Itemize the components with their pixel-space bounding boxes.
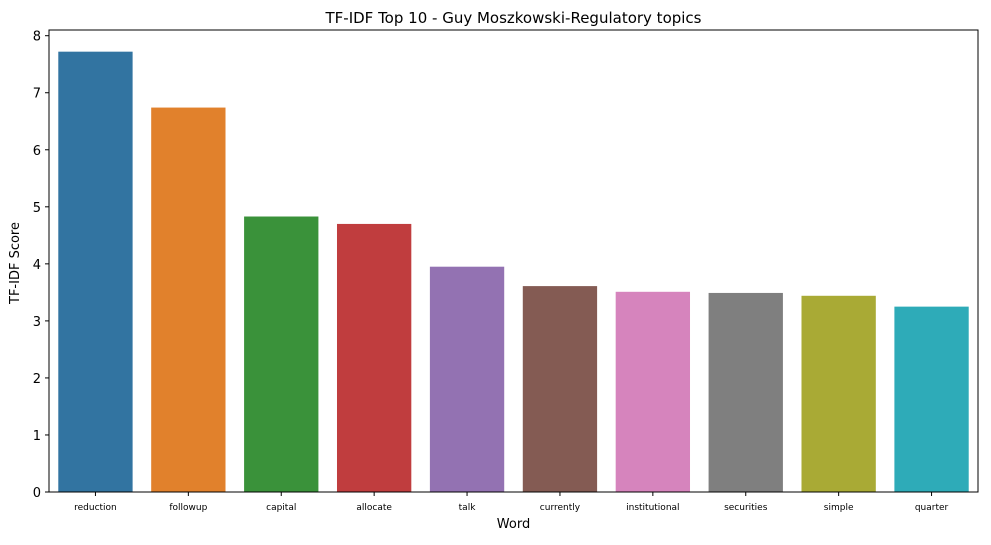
x-tick-label: followup bbox=[169, 503, 207, 513]
x-tick-label: talk bbox=[459, 503, 477, 513]
chart-title: TF-IDF Top 10 - Guy Moszkowski-Regulator… bbox=[325, 9, 702, 27]
x-axis: reduction followup capital allocate talk curr… bbox=[74, 492, 949, 513]
y-tick-label: 6 bbox=[33, 144, 41, 159]
x-axis-label: Word bbox=[497, 517, 530, 532]
y-tick-label: 8 bbox=[33, 30, 41, 45]
bar-simple bbox=[801, 295, 876, 492]
x-tick-label: reduction bbox=[74, 503, 117, 513]
bar-quarter bbox=[894, 306, 969, 492]
x-tick-label: allocate bbox=[356, 503, 392, 513]
bar-talk bbox=[429, 266, 505, 492]
bar-institutional bbox=[615, 291, 691, 492]
y-tick-label: 3 bbox=[33, 315, 41, 330]
plot-frame bbox=[48, 29, 979, 493]
bars-group bbox=[58, 51, 969, 493]
bar-followup bbox=[151, 107, 226, 492]
y-tick-label: 2 bbox=[33, 372, 41, 387]
bar-reduction bbox=[58, 51, 133, 493]
x-tick-label: simple bbox=[824, 503, 854, 513]
y-axis-label: TF-IDF Score bbox=[8, 222, 23, 305]
y-axis: 0 1 2 3 4 5 6 7 8 bbox=[33, 30, 49, 501]
bar-securities bbox=[708, 292, 783, 492]
x-tick-label: capital bbox=[266, 503, 296, 513]
y-tick-label: 5 bbox=[33, 201, 41, 216]
y-tick-label: 7 bbox=[33, 87, 41, 102]
bar-currently bbox=[522, 286, 598, 492]
x-tick-label: quarter bbox=[915, 503, 949, 513]
y-tick-label: 0 bbox=[33, 486, 41, 501]
x-tick-label: securities bbox=[724, 503, 768, 513]
x-tick-label: currently bbox=[540, 503, 581, 513]
bar-allocate bbox=[336, 223, 412, 492]
y-tick-label: 1 bbox=[33, 429, 41, 444]
x-tick-label: institutional bbox=[626, 503, 679, 513]
bar-capital bbox=[244, 216, 319, 492]
y-tick-label: 4 bbox=[33, 258, 41, 273]
